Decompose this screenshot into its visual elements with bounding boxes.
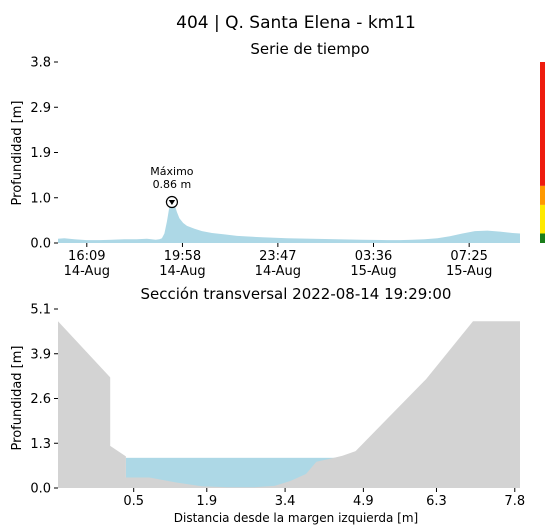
x-tick-label: 0.5 (123, 494, 144, 509)
depth-area-series (58, 202, 520, 243)
x-tick-date-label: 14-Aug (64, 264, 110, 279)
y-tick-label: 0.0 (30, 237, 51, 252)
time-series-y-ticks: 0.0 1.0 1.9 2.9 3.8 (30, 56, 58, 252)
x-tick-date-label: 14-Aug (159, 264, 205, 279)
cross-section-chart: Sección transversal 2022-08-14 19:29:00 … (10, 285, 525, 525)
y-tick-label: 0.0 (30, 482, 51, 497)
time-series-x-ticks: 16:0914-Aug19:5814-Aug23:4714-Aug03:3615… (64, 243, 492, 279)
cross-section-plot (58, 321, 520, 488)
threshold-segment (540, 204, 545, 234)
x-tick-date-label: 14-Aug (255, 264, 301, 279)
x-tick-time-label: 07:25 (450, 249, 487, 264)
cross-section-xlabel: Distancia desde la margen izquierda [m] (174, 511, 418, 525)
y-tick-label: 2.9 (30, 101, 51, 116)
threshold-segment (540, 233, 545, 243)
x-tick-label: 1.9 (196, 494, 217, 509)
page-title: 404 | Q. Santa Elena - km11 (176, 13, 416, 33)
riverbed-profile (58, 321, 520, 488)
y-tick-label: 1.9 (30, 146, 51, 161)
threshold-segment (540, 185, 545, 205)
cross-section-title: Sección transversal 2022-08-14 19:29:00 (141, 285, 452, 303)
time-series-area (58, 202, 520, 243)
y-tick-label: 5.1 (30, 303, 51, 318)
x-tick-date-label: 15-Aug (446, 264, 492, 279)
x-tick-label: 4.9 (353, 494, 374, 509)
max-annotation-label: Máximo (150, 165, 194, 178)
max-marker-triangle (168, 200, 176, 206)
time-series-title: Serie de tiempo (250, 40, 369, 58)
threshold-segment (540, 62, 545, 186)
cross-section-x-ticks: 0.5 1.9 3.4 4.9 6.3 7.8 (123, 488, 525, 509)
x-tick-date-label: 15-Aug (350, 264, 396, 279)
x-tick-time-label: 23:47 (259, 249, 296, 264)
x-tick-label: 6.3 (426, 494, 447, 509)
threshold-color-bar (540, 62, 545, 243)
max-annotation-value: 0.86 m (153, 178, 192, 191)
y-tick-label: 2.6 (30, 392, 51, 407)
time-series-chart: Serie de tiempo Profundidad [m] Máximo0.… (10, 40, 545, 279)
y-tick-label: 1.0 (30, 191, 51, 206)
cross-section-y-ticks: 0.0 1.3 2.6 3.9 5.1 (30, 303, 58, 497)
x-tick-time-label: 19:58 (164, 249, 201, 264)
y-tick-label: 1.3 (30, 437, 51, 452)
x-tick-time-label: 03:36 (355, 249, 392, 264)
y-tick-label: 3.9 (30, 347, 51, 362)
cross-section-ylabel: Profundidad [m] (10, 346, 25, 451)
x-tick-label: 3.4 (275, 494, 296, 509)
x-tick-label: 7.8 (504, 494, 525, 509)
time-series-ylabel: Profundidad [m] (10, 101, 25, 206)
x-tick-time-label: 16:09 (68, 249, 105, 264)
y-tick-label: 3.8 (30, 56, 51, 71)
